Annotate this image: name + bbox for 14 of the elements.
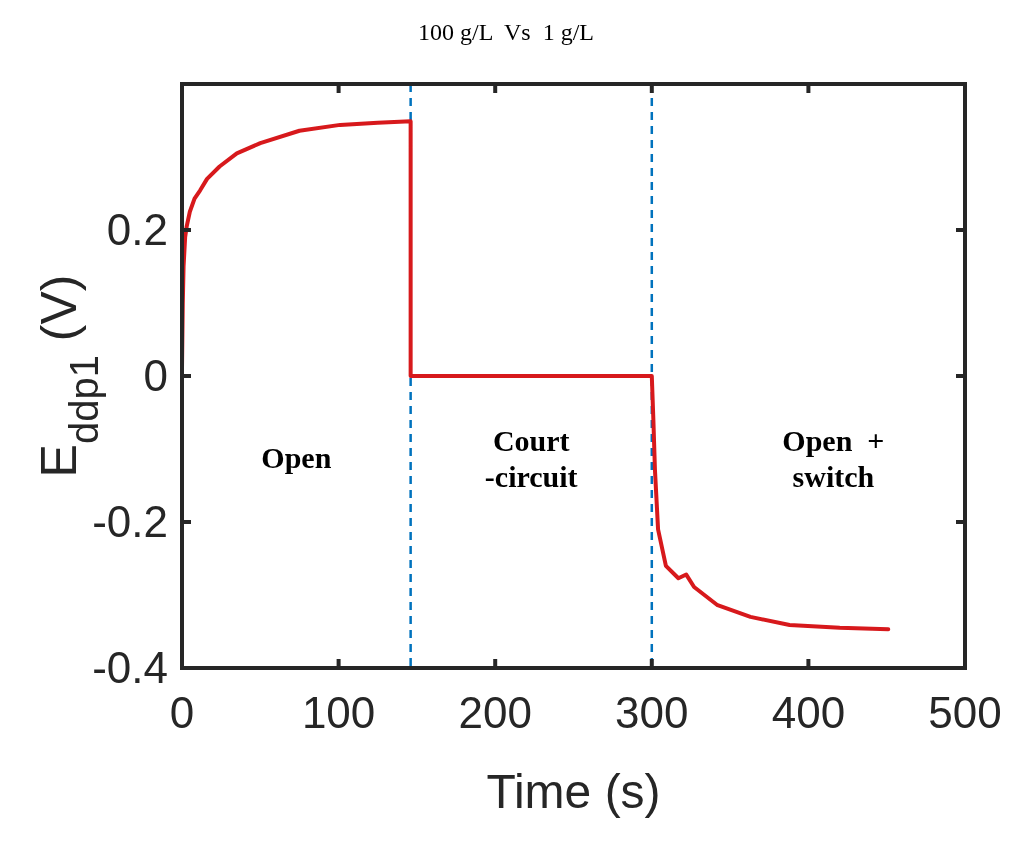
x-tick-label: 200 bbox=[458, 688, 532, 737]
x-tick-label: 500 bbox=[928, 688, 1002, 737]
y-tick-label: -0.4 bbox=[92, 643, 168, 692]
annotation: Court -circuit bbox=[484, 423, 578, 493]
x-axis-title: Time (s) bbox=[486, 765, 661, 818]
y-tick-label: 0.2 bbox=[106, 205, 168, 254]
y-tick-label: -0.2 bbox=[92, 497, 168, 546]
annotation: Open bbox=[261, 440, 332, 474]
annotation: Open + switch bbox=[782, 423, 885, 493]
y-tick-label: 0 bbox=[143, 351, 168, 400]
x-tick-label: 100 bbox=[301, 688, 376, 737]
x-tick-label: 300 bbox=[615, 688, 689, 737]
x-tick-label: 400 bbox=[771, 688, 846, 737]
chart-title: 100 g/L Vs 1 g/L bbox=[417, 19, 595, 45]
